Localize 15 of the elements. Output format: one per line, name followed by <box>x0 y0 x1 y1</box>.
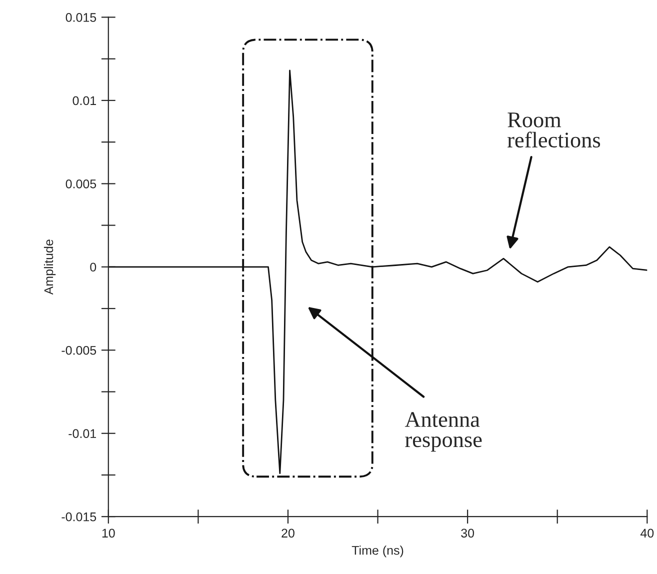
y-axis-title: Amplitude <box>44 240 56 295</box>
x-tick-label: 10 <box>102 528 115 538</box>
y-tick-label: 0.005 <box>66 179 96 188</box>
y-tick-label: 0.01 <box>72 96 96 106</box>
y-tick-label: -0.01 <box>68 429 96 438</box>
y-tick-label: -0.005 <box>62 346 96 355</box>
x-axis-title: Time (ns) <box>352 546 404 558</box>
annotation: Room reflections <box>508 112 600 148</box>
y-tick-label: 0 <box>90 262 96 272</box>
y-tick-label: 0.015 <box>66 13 96 22</box>
y-tick-label: -0.015 <box>62 512 96 522</box>
x-tick-label: 20 <box>282 528 294 538</box>
x-tick-label: 30 <box>461 528 474 538</box>
annotation: Antenna response <box>404 412 482 452</box>
x-tick-label: 40 <box>640 528 654 538</box>
